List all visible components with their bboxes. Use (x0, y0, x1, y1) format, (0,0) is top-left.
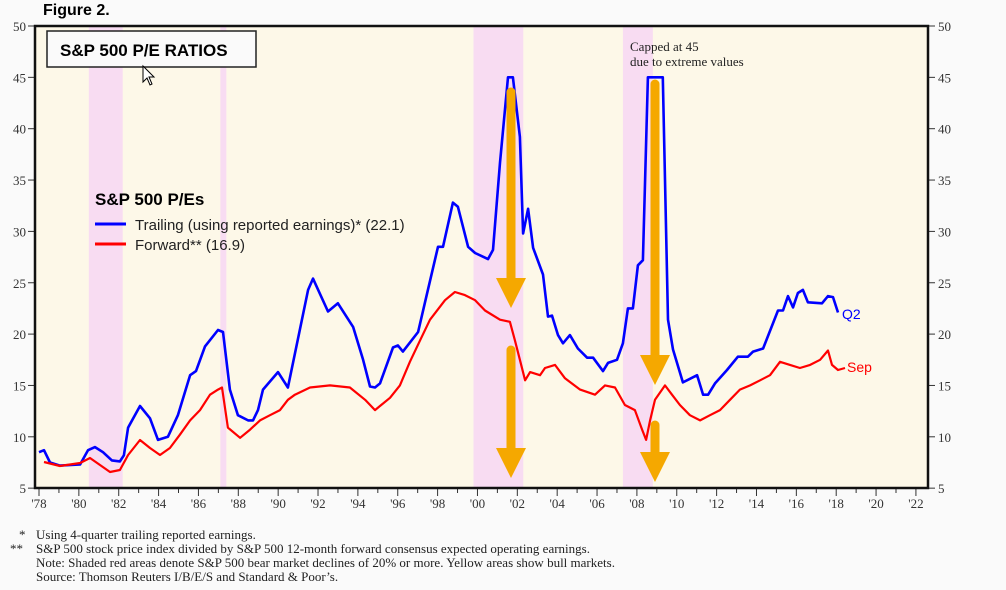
y-tick-label-right: 50 (938, 19, 951, 34)
orange-arrow-down-icon-head (496, 278, 526, 308)
x-tick-label: '94 (350, 496, 366, 511)
x-tick-label: '04 (550, 496, 566, 511)
y-tick-label-left: 50 (13, 19, 26, 34)
y-tick-label-right: 30 (938, 224, 951, 239)
y-tick-label-right: 20 (938, 327, 951, 342)
x-tick-label: '20 (868, 496, 883, 511)
figure-label: Figure 2. (43, 2, 110, 19)
legend-title: S&P 500 P/Es (95, 190, 204, 209)
x-tick-label: '02 (510, 496, 525, 511)
footnote-marker: ** (10, 541, 23, 556)
legend-label-forward: Forward** (16.9) (135, 237, 245, 254)
x-tick-label: '86 (191, 496, 207, 511)
x-tick-label: '06 (589, 496, 605, 511)
orange-arrow-down-icon-head (640, 452, 670, 482)
chart-title: S&P 500 P/E RATIOS (60, 41, 228, 60)
orange-arrow-down-icon-head (496, 448, 526, 478)
forward-end-label: Sep (847, 359, 872, 375)
y-tick-label-right: 5 (938, 481, 945, 496)
y-tick-label-right: 15 (938, 378, 951, 393)
x-tick-label: '08 (629, 496, 644, 511)
x-tick-label: '92 (310, 496, 325, 511)
mouse-cursor-icon (142, 64, 156, 86)
orange-arrow-down-icon-head (640, 355, 670, 385)
x-tick-label: '78 (31, 496, 46, 511)
trailing-pe-line (38, 76, 840, 467)
x-tick-label: '96 (390, 496, 406, 511)
y-tick-label-left: 45 (13, 70, 26, 85)
footnote-marker: * (19, 527, 26, 542)
legend-label-trailing: Trailing (using reported earnings)* (22.… (135, 217, 405, 234)
x-tick-label: '14 (749, 496, 765, 511)
x-tick-label: '98 (430, 496, 445, 511)
x-tick-label: '18 (829, 496, 844, 511)
plot-frame (33, 24, 930, 490)
x-tick-label: '90 (270, 496, 285, 511)
bear-market-band (88, 26, 123, 488)
y-tick-label-left: 35 (13, 173, 26, 188)
bear-market-band (220, 26, 227, 488)
y-tick-label-left: 40 (13, 122, 26, 137)
y-tick-label-left: 15 (13, 378, 26, 393)
y-tick-label-left: 20 (13, 327, 26, 342)
y-tick-label-left: 5 (20, 481, 27, 496)
x-tick-label: '82 (111, 496, 126, 511)
x-tick-label: '16 (789, 496, 805, 511)
x-tick-label: '88 (231, 496, 246, 511)
y-tick-label-left: 25 (13, 276, 26, 291)
y-tick-label-right: 40 (938, 122, 951, 137)
forward-pe-line (43, 290, 846, 474)
footnote-note: Note: Shaded red areas denote S&P 500 be… (36, 555, 615, 570)
x-tick-label: '22 (908, 496, 923, 511)
footnotes: * Using 4-quarter trailing reported earn… (10, 527, 615, 584)
x-tick-label: '10 (669, 496, 684, 511)
footnote-text: S&P 500 stock price index divided by S&P… (36, 541, 590, 556)
y-tick-label-left: 10 (13, 430, 26, 445)
trailing-end-label: Q2 (842, 306, 861, 322)
annotation-line-2: due to extreme values (630, 54, 744, 69)
footnote-source: Source: Thomson Reuters I/B/E/S and Stan… (36, 569, 338, 584)
y-tick-label-right: 10 (938, 430, 951, 445)
x-tick-label: '12 (709, 496, 724, 511)
x-tick-label: '00 (470, 496, 485, 511)
y-tick-label-right: 45 (938, 70, 951, 85)
y-tick-label-right: 25 (938, 276, 951, 291)
x-tick-label: '84 (151, 496, 167, 511)
y-tick-label-right: 35 (938, 173, 951, 188)
footnote-text: Using 4-quarter trailing reported earnin… (36, 527, 256, 542)
annotation-line-1: Capped at 45 (630, 39, 699, 54)
x-tick-label: '80 (71, 496, 86, 511)
legend: S&P 500 P/Es Trailing (using reported ea… (95, 190, 405, 254)
title-box: S&P 500 P/E RATIOS (46, 30, 257, 68)
y-tick-label-left: 30 (13, 224, 26, 239)
